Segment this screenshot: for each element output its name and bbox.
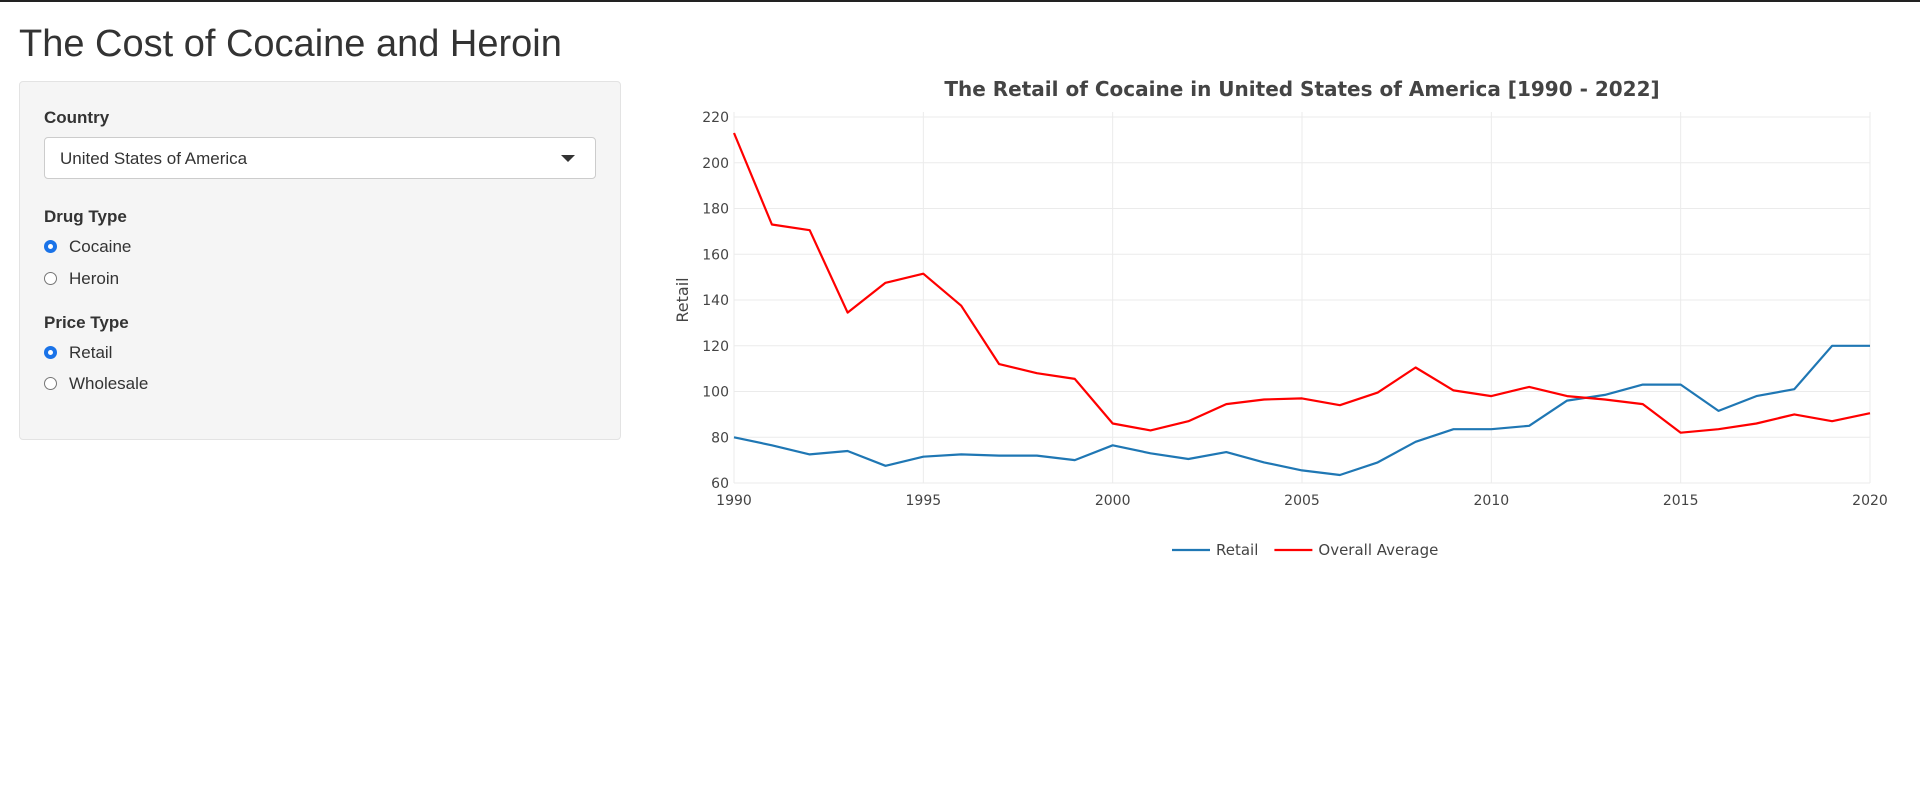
legend-label: Overall Average	[1318, 541, 1438, 559]
y-tick-label: 100	[702, 385, 729, 401]
country-label: Country	[44, 108, 110, 127]
legend-label: Retail	[1216, 541, 1258, 559]
x-tick-label: 2005	[1284, 493, 1320, 509]
series-line-retail	[733, 344, 1870, 477]
radio-button-icon[interactable]	[44, 272, 57, 285]
radio-button-icon[interactable]	[44, 240, 57, 253]
chart-title: The Retail of Cocaine in United States o…	[944, 77, 1659, 101]
radio-label-retail: Retail	[69, 343, 113, 362]
radio-button-icon[interactable]	[44, 346, 57, 359]
x-tick-label: 2020	[1852, 493, 1888, 509]
country-select[interactable]: United States of America	[44, 137, 596, 179]
radio-label-cocaine: Cocaine	[69, 237, 132, 256]
x-tick-label: 2010	[1474, 493, 1510, 509]
y-tick-label: 180	[702, 202, 729, 218]
top-border	[0, 0, 1920, 2]
caret-down-icon	[561, 155, 575, 162]
x-tick-label: 2000	[1095, 493, 1131, 509]
x-tick-label: 1995	[906, 493, 942, 509]
y-tick-label: 120	[702, 339, 729, 355]
radio-label-heroin: Heroin	[69, 269, 120, 288]
y-tick-label: 160	[702, 247, 729, 263]
y-tick-label: 200	[702, 156, 729, 172]
radio-button-icon[interactable]	[44, 377, 57, 390]
y-axis-title: Retail	[673, 277, 692, 322]
y-tick-label: 60	[711, 476, 729, 492]
controls-panel: Country United States of America Drug Ty…	[19, 81, 621, 440]
x-tick-label: 2015	[1663, 493, 1699, 509]
drug-type-label: Drug Type	[44, 207, 127, 226]
price-type-label: Price Type	[44, 313, 129, 332]
page-title: The Cost of Cocaine and Heroin	[19, 23, 562, 65]
country-select-value: United States of America	[60, 149, 248, 168]
y-tick-label: 80	[711, 430, 729, 446]
y-tick-label: 220	[702, 110, 729, 126]
x-tick-label: 1990	[716, 493, 752, 509]
series-line-overall-average	[732, 132, 1871, 434]
y-tick-label: 140	[702, 293, 729, 309]
radio-label-wholesale: Wholesale	[69, 374, 149, 393]
chart-canvas: The Retail of Cocaine in United States o…	[673, 77, 1888, 559]
price-line-chart[interactable]: The Retail of Cocaine in United States o…	[650, 60, 1920, 580]
